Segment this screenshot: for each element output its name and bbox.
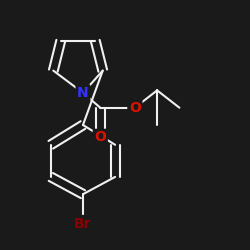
Text: N: N <box>77 86 89 100</box>
Text: Br: Br <box>74 217 92 231</box>
Text: O: O <box>94 130 106 144</box>
Text: O: O <box>129 101 141 115</box>
